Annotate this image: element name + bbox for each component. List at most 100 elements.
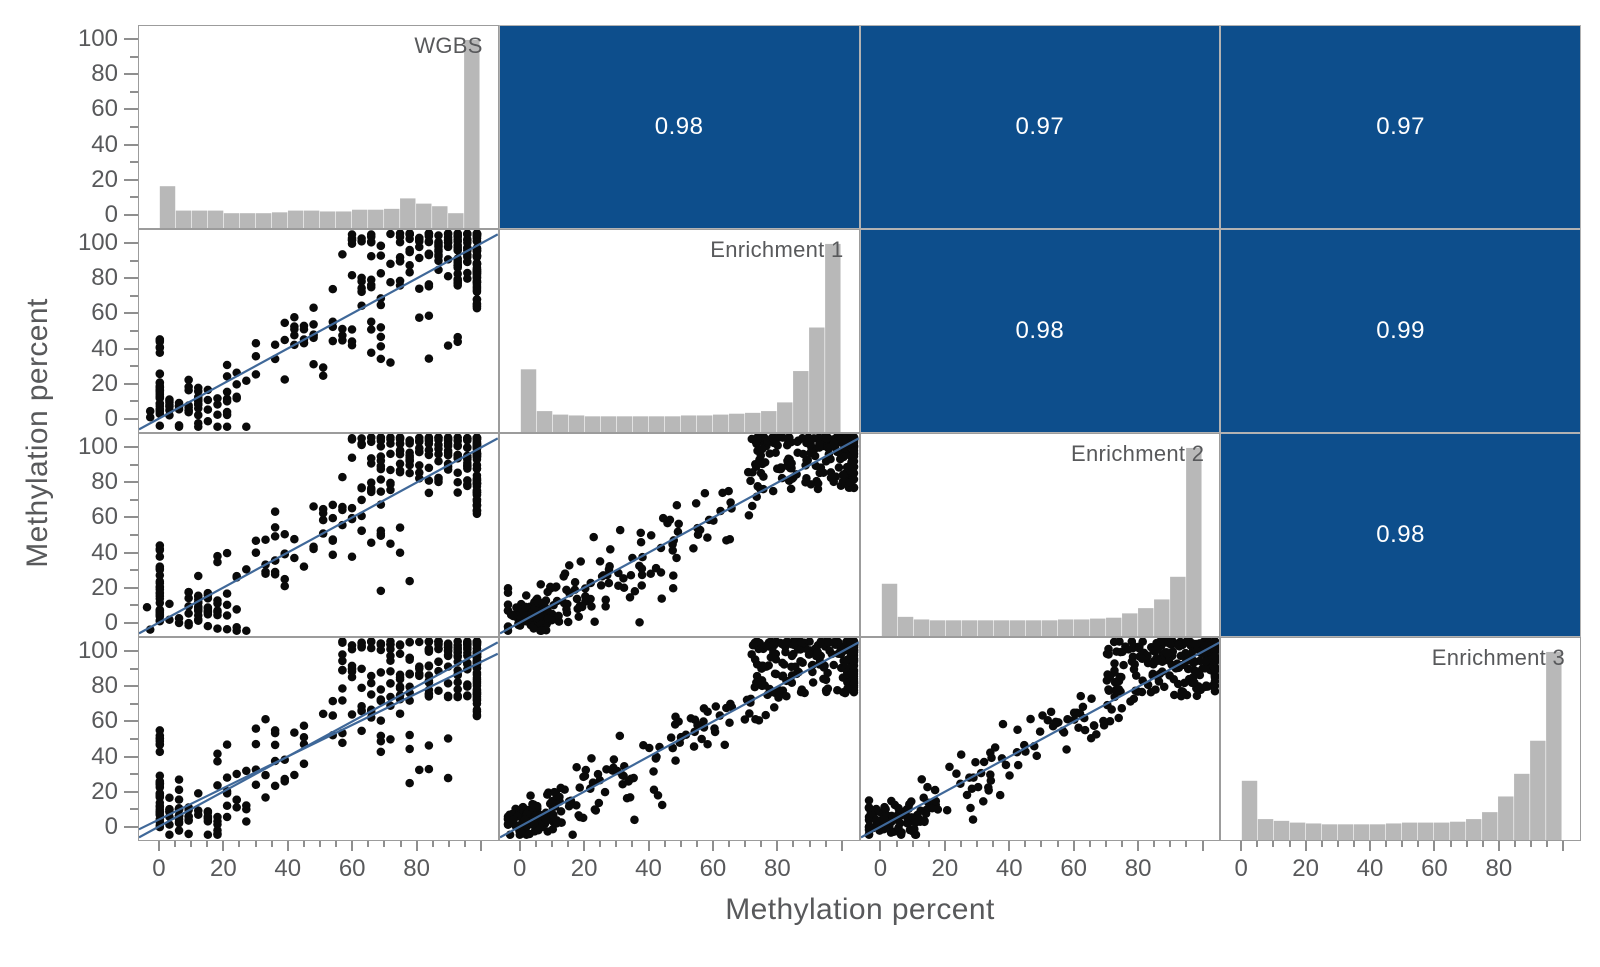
x-tick-mark (776, 841, 779, 851)
y-tick-mark (130, 569, 138, 572)
x-tick-label: 20 (570, 855, 598, 882)
x-tick-mark (447, 841, 450, 847)
x-tick-mark (383, 841, 386, 847)
x-tick-mark (302, 841, 305, 847)
x-tick-label: 60 (1060, 855, 1088, 882)
x-tick-mark (679, 841, 682, 847)
y-tick-mark (124, 650, 138, 653)
x-tick-mark (728, 841, 731, 847)
y-tick-mark (124, 481, 138, 484)
x-tick-mark (1256, 841, 1259, 847)
x-tick-mark (895, 841, 898, 847)
y-tick-label: 0 (104, 608, 118, 636)
x-tick-mark (1481, 841, 1484, 847)
x-tick-mark (318, 841, 321, 847)
x-tick-mark (463, 841, 466, 847)
y-tick-mark (124, 417, 138, 420)
y-tick-label: 60 (91, 95, 118, 123)
panel-grid: WGBS 0.98 0.97 0.97 Enrichment 1 0.98 0.… (138, 25, 1581, 841)
x-tick-label: 20 (209, 855, 237, 882)
x-tick-label: 80 (1485, 855, 1513, 882)
y-tick-label: 60 (91, 503, 118, 531)
y-tick-mark (130, 498, 138, 501)
x-tick-label: 0 (873, 855, 888, 882)
x-tick-mark (1304, 841, 1307, 851)
x-tick-mark (927, 841, 930, 847)
scatter-plot (499, 434, 859, 636)
x-tick-mark (711, 841, 714, 851)
x-tick-label: 40 (274, 855, 302, 882)
x-tick-mark (174, 841, 177, 847)
y-tick-mark (130, 90, 138, 93)
x-tick-mark (1433, 841, 1436, 851)
scatter-plot (139, 230, 498, 432)
y-tick-mark (124, 242, 138, 245)
x-tick-mark (286, 841, 289, 851)
y-tick-mark (130, 294, 138, 297)
x-tick-mark (254, 841, 257, 847)
x-tick-mark (480, 841, 483, 851)
y-tick-mark (130, 259, 138, 262)
y-tick-label: 80 (91, 468, 118, 496)
x-axis-title: Methylation percent (725, 893, 995, 926)
y-tick-mark (130, 773, 138, 776)
scatter-panel-enrichment2-vs-enrichment1 (498, 433, 860, 637)
y-tick-label: 100 (77, 229, 118, 257)
correlation-cell-enrichment1-enrichment3: 0.99 (1220, 229, 1581, 433)
y-tick-mark (124, 312, 138, 315)
x-tick-mark (583, 841, 586, 851)
y-tick-mark (124, 38, 138, 41)
x-tick-mark (1272, 841, 1275, 847)
x-tick-mark (1008, 841, 1011, 851)
x-tick-mark (943, 841, 946, 851)
x-tick-mark (1546, 841, 1549, 847)
y-tick-label: 40 (91, 130, 118, 158)
scatter-panel-enrichment2-vs-wgbs (138, 433, 499, 637)
x-tick-mark (647, 841, 650, 851)
x-tick-mark (190, 841, 193, 847)
x-tick-label: 20 (1292, 855, 1319, 882)
scatter-panel-enrichment3-vs-wgbs (138, 637, 499, 841)
x-tick-label: 0 (512, 855, 527, 882)
y-tick-mark (124, 277, 138, 280)
correlation-value: 0.98 (1015, 317, 1065, 344)
correlation-value: 0.98 (1376, 521, 1425, 548)
histogram-panel-enrichment1: Enrichment 1 (498, 229, 860, 433)
y-tick-mark (130, 330, 138, 332)
y-tick-mark (130, 702, 138, 705)
x-tick-label: 80 (764, 855, 791, 882)
x-tick-mark (1201, 841, 1204, 851)
y-tick-mark (130, 196, 138, 199)
y-tick-label: 40 (91, 538, 118, 566)
x-tick-mark (1417, 841, 1420, 847)
panel-label-enrichment2: Enrichment 2 (1071, 441, 1205, 466)
y-tick-label: 20 (91, 777, 118, 805)
y-tick-mark (124, 347, 138, 350)
x-tick-mark (431, 841, 434, 847)
x-tick-mark (351, 841, 354, 851)
x-tick-mark (1497, 841, 1500, 851)
y-tick-label: 20 (91, 573, 118, 601)
x-tick-label: 60 (1421, 855, 1448, 882)
x-tick-mark (1401, 841, 1404, 847)
y-tick-label: 100 (77, 25, 118, 53)
x-tick-mark (1320, 841, 1323, 847)
x-tick-mark (206, 841, 209, 847)
x-tick-mark (1169, 841, 1172, 847)
x-tick-mark (792, 841, 795, 847)
correlation-cell-wgbs-enrichment2: 0.97 (859, 25, 1221, 229)
scatter-plot (139, 638, 498, 840)
x-tick-mark (534, 841, 537, 847)
histogram-panel-enrichment3: Enrichment 3 (1220, 637, 1581, 841)
x-tick-mark (663, 841, 666, 847)
x-tick-mark (238, 841, 241, 847)
x-tick-mark (760, 841, 763, 847)
y-tick-label: 20 (91, 165, 118, 193)
wgbs-histogram (159, 39, 480, 228)
y-tick-mark (130, 126, 138, 128)
scatter-panel-enrichment1-vs-wgbs (138, 229, 499, 433)
x-tick-mark (1185, 841, 1188, 847)
x-tick-mark (840, 841, 843, 851)
correlation-cell-enrichment2-enrichment3: 0.98 (1220, 433, 1581, 637)
